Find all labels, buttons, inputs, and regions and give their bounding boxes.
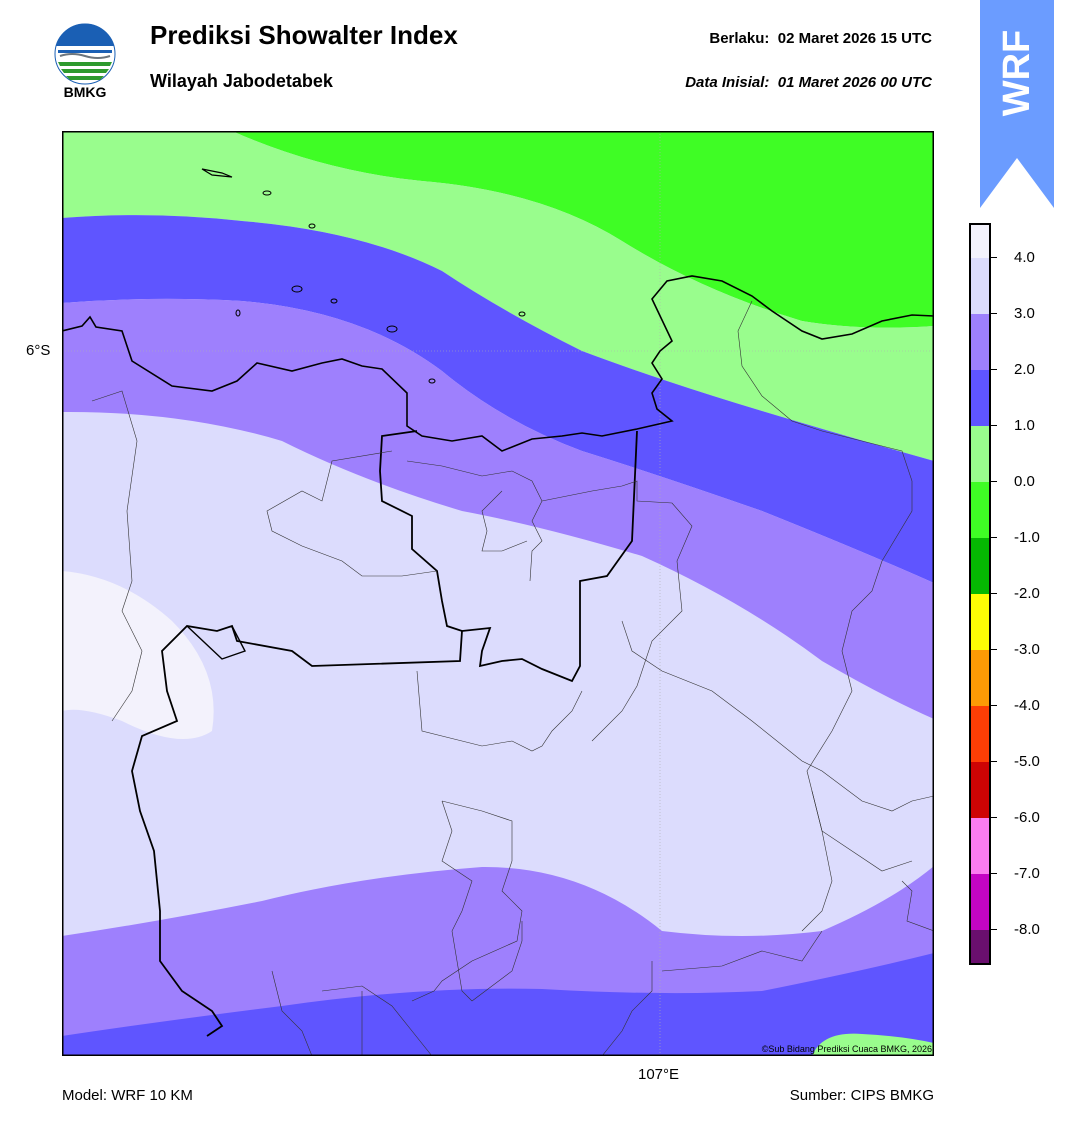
bmkg-logo-icon xyxy=(54,23,116,85)
valid-time: Berlaku: 02 Maret 2026 15 UTC xyxy=(709,30,932,47)
colorbar-tick-label: -1.0 xyxy=(1014,529,1040,546)
colorbar-tick-label: -8.0 xyxy=(1014,921,1040,938)
valid-label: Berlaku: xyxy=(709,30,770,47)
colorbar-tick xyxy=(991,537,997,538)
colorbar-tick-label: 0.0 xyxy=(1014,473,1035,490)
init-value: 01 Maret 2026 00 UTC xyxy=(777,74,932,91)
wrf-banner-text: WRF xyxy=(996,30,1038,117)
colorbar-tick xyxy=(991,369,997,370)
latitude-tick-label: 6°S xyxy=(26,342,51,359)
source-info: Sumber: CIPS BMKG xyxy=(789,1087,934,1104)
colorbar-tick xyxy=(991,649,997,650)
colorbar-tick-label: 2.0 xyxy=(1014,361,1035,378)
colorbar-tick-label: 1.0 xyxy=(1014,417,1035,434)
colorbar-segment xyxy=(969,426,991,482)
colorbar-tick-label: -4.0 xyxy=(1014,697,1040,714)
copyright-text: ©Sub Bidang Prediksi Cuaca BMKG, 2026 xyxy=(761,1044,932,1054)
map-panel xyxy=(62,131,934,1056)
wrf-label: WRF xyxy=(996,30,1038,117)
colorbar xyxy=(969,223,991,965)
page-title: Prediksi Showalter Index xyxy=(150,20,458,50)
colorbar-segment xyxy=(969,538,991,594)
colorbar-tick xyxy=(991,481,997,482)
colorbar-tick xyxy=(991,817,997,818)
colorbar-tick-label: -3.0 xyxy=(1014,641,1040,658)
colorbar-tick-label: 4.0 xyxy=(1014,249,1035,266)
colorbar-segment xyxy=(969,706,991,762)
longitude-tick-label: 107°E xyxy=(638,1066,680,1083)
logo-text: BMKG xyxy=(63,84,107,100)
colorbar-segment xyxy=(969,818,991,874)
colorbar-tick xyxy=(991,593,997,594)
colorbar-tick xyxy=(991,257,997,258)
page-subtitle: Wilayah Jabodetabek xyxy=(150,71,333,91)
colorbar-tick-label: -5.0 xyxy=(1014,753,1040,770)
colorbar-segment xyxy=(969,594,991,650)
colorbar-tick xyxy=(991,425,997,426)
colorbar-segment xyxy=(969,258,991,314)
colorbar-segment xyxy=(969,874,991,930)
colorbar-segment xyxy=(969,482,991,538)
colorbar-segment xyxy=(969,314,991,370)
colorbar-segment xyxy=(969,930,991,965)
colorbar-tick-label: -6.0 xyxy=(1014,809,1040,826)
init-time: Data Inisial: 01 Maret 2026 00 UTC xyxy=(685,74,932,91)
init-label: Data Inisial: xyxy=(685,74,770,91)
colorbar-tick-label: 3.0 xyxy=(1014,305,1035,322)
model-info: Model: WRF 10 KM xyxy=(62,1087,193,1104)
colorbar-tick-label: -2.0 xyxy=(1014,585,1040,602)
colorbar-tick xyxy=(991,761,997,762)
wrf-banner xyxy=(980,0,1054,208)
valid-value: 02 Maret 2026 15 UTC xyxy=(777,30,932,47)
colorbar-tick-label: -7.0 xyxy=(1014,865,1040,882)
colorbar-segment xyxy=(969,370,991,426)
colorbar-segment xyxy=(969,762,991,818)
colorbar-segment xyxy=(969,650,991,706)
colorbar-tick xyxy=(991,873,997,874)
colorbar-tick xyxy=(991,705,997,706)
colorbar-tick xyxy=(991,313,997,314)
colorbar-segment-top xyxy=(969,223,991,258)
colorbar-tick xyxy=(991,929,997,930)
